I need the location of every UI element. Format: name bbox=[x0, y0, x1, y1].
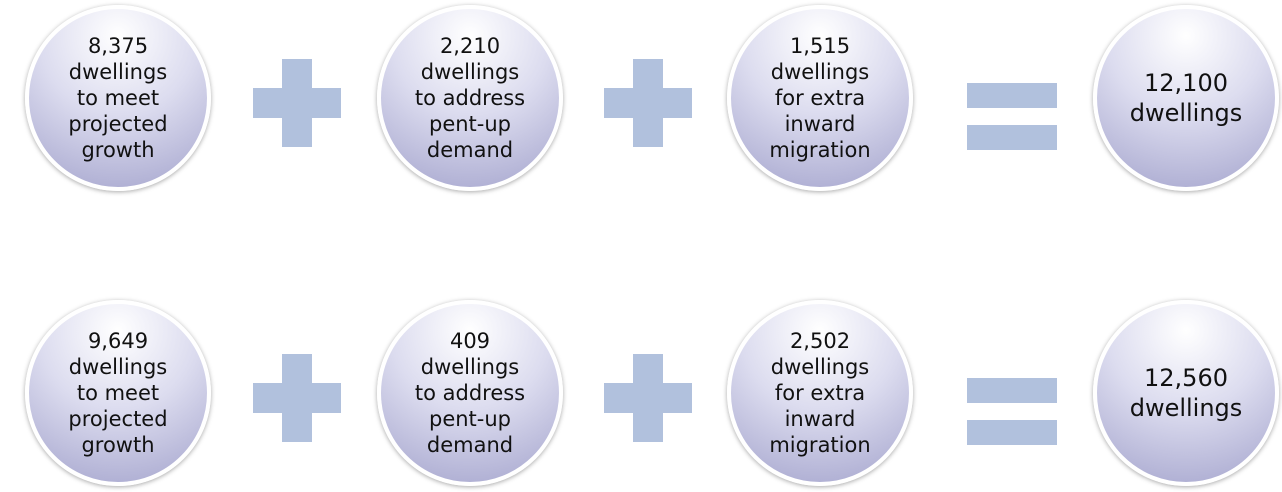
circle-text: projected bbox=[68, 112, 168, 136]
circle-text: 2,502 bbox=[789, 329, 851, 353]
plus-sign bbox=[282, 59, 312, 147]
circle-text: to meet bbox=[76, 86, 160, 110]
circle-text: 9,649 bbox=[87, 329, 149, 353]
equals-sign bbox=[967, 420, 1057, 445]
circle-text: growth bbox=[81, 138, 155, 162]
circle-text: migration bbox=[769, 138, 871, 162]
circle-text: to address bbox=[414, 86, 526, 110]
circle: 8,375 dwellings to meet projected growth bbox=[25, 5, 211, 191]
circle-text: for extra bbox=[774, 381, 866, 405]
circle-text: dwellings bbox=[1129, 99, 1243, 127]
equals-sign bbox=[967, 378, 1057, 403]
circle-text: dwellings bbox=[420, 60, 520, 84]
circle-text: dwellings bbox=[68, 60, 168, 84]
circle-text: to address bbox=[414, 381, 526, 405]
circle-text: demand bbox=[426, 138, 514, 162]
circle: 2,210 dwellings to address pent-up demand bbox=[377, 5, 563, 191]
circle-text: for extra bbox=[774, 86, 866, 110]
equals-sign bbox=[967, 83, 1057, 108]
circle-text: migration bbox=[769, 433, 871, 457]
circle-text: growth bbox=[81, 433, 155, 457]
circle-text: to meet bbox=[76, 381, 160, 405]
circle: 9,649 dwellings to meet projected growth bbox=[25, 300, 211, 486]
circle-text: demand bbox=[426, 433, 514, 457]
circle-text: dwellings bbox=[68, 355, 168, 379]
circle-text: 2,210 bbox=[439, 34, 501, 58]
circle-text: inward bbox=[784, 407, 856, 431]
plus-sign bbox=[282, 354, 312, 442]
equals-sign bbox=[967, 125, 1057, 150]
circle-text: 8,375 bbox=[87, 34, 149, 58]
circle-text: dwellings bbox=[420, 355, 520, 379]
circle-text: 409 bbox=[449, 329, 491, 353]
circle: 409 dwellings to address pent-up demand bbox=[377, 300, 563, 486]
circle-text: pent-up bbox=[428, 407, 511, 431]
circle-text: 12,100 bbox=[1144, 69, 1228, 97]
circle: 1,515 dwellings for extra inward migration bbox=[727, 5, 913, 191]
circle-text: inward bbox=[784, 112, 856, 136]
circle: 2,502 dwellings for extra inward migration bbox=[727, 300, 913, 486]
circle: 12,100 dwellings bbox=[1093, 5, 1279, 191]
circle-text: 12,560 bbox=[1144, 364, 1228, 392]
circle-text: 1,515 bbox=[789, 34, 851, 58]
circle-text: projected bbox=[68, 407, 168, 431]
circle-text: dwellings bbox=[770, 60, 870, 84]
plus-sign bbox=[633, 354, 663, 442]
circle: 12,560 dwellings bbox=[1093, 300, 1279, 486]
circle-text: pent-up bbox=[428, 112, 511, 136]
circle-text: dwellings bbox=[1129, 394, 1243, 422]
circle-text: dwellings bbox=[770, 355, 870, 379]
plus-sign bbox=[633, 59, 663, 147]
